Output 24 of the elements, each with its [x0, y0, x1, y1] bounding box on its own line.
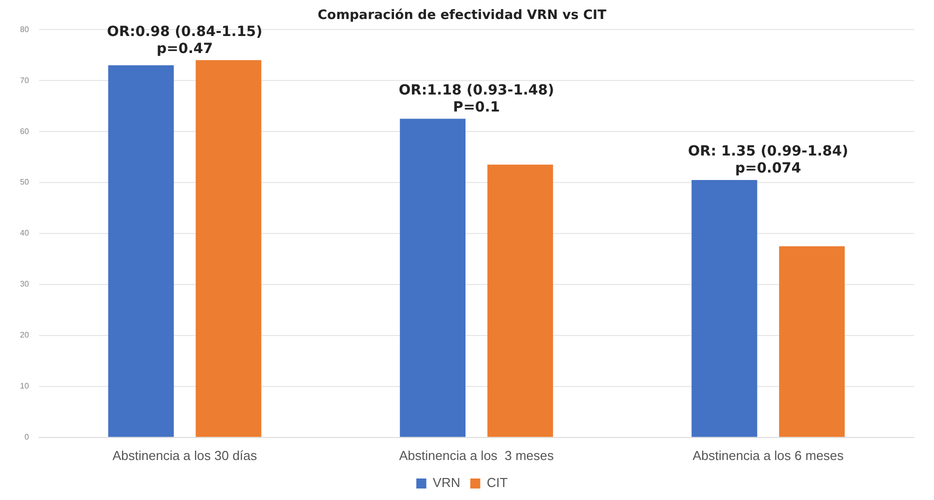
y-tick-label: 70 [20, 76, 30, 85]
annotation: OR:0.98 (0.84-1.15) p=0.47 [107, 24, 262, 57]
legend-label: VRN [432, 475, 460, 490]
annotation: OR:1.18 (0.93-1.48) P=0.1 [398, 82, 554, 116]
y-tick-label: 0 [24, 432, 30, 442]
bar [779, 246, 845, 437]
y-tick-label: 60 [20, 126, 30, 136]
x-tick-label: Abstinencia a los 30 días [112, 448, 258, 463]
legend-label: CIT [486, 475, 508, 490]
bar [692, 180, 758, 437]
annotation: OR: 1.35 (0.99-1.84) p=0.074 [688, 144, 848, 177]
y-tick-label: 10 [20, 382, 30, 391]
bar [400, 118, 466, 437]
x-tick-label: Abstinencia a los 6 meses [692, 448, 844, 463]
y-tick-label: 20 [20, 330, 30, 340]
y-tick-label: 30 [20, 280, 30, 289]
y-tick-label: 40 [20, 228, 30, 238]
bar [108, 65, 174, 437]
chart-title: Comparación de efectividad VRN vs CIT [318, 8, 607, 24]
y-tick-label: 50 [20, 178, 30, 187]
bar [196, 60, 262, 437]
x-tick-label: Abstinencia a los 3 meses [399, 448, 554, 463]
y-tick-label: 80 [20, 24, 30, 34]
bar [487, 164, 554, 437]
